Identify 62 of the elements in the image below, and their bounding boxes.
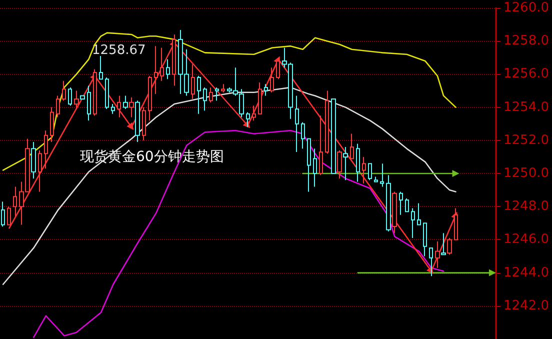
y-tick-label: 1242.0 bbox=[504, 298, 550, 314]
y-tick-label: 1248.0 bbox=[504, 199, 550, 214]
candlestick bbox=[411, 208, 415, 239]
candlestick bbox=[368, 163, 372, 181]
candlestick bbox=[301, 122, 305, 150]
candlestick bbox=[93, 68, 97, 116]
line-series bbox=[2, 86, 456, 286]
candlestick bbox=[197, 75, 201, 114]
candlestick bbox=[117, 95, 121, 118]
candlestick bbox=[191, 64, 195, 100]
candlestick bbox=[44, 130, 48, 170]
candlestick bbox=[105, 77, 109, 110]
candlestick bbox=[142, 106, 146, 141]
y-tick-label: 1254.0 bbox=[504, 100, 550, 115]
candlestick bbox=[399, 191, 403, 216]
candlestick bbox=[99, 55, 103, 80]
candlestick bbox=[209, 86, 213, 103]
candlestick bbox=[38, 150, 42, 192]
candlestick bbox=[215, 86, 219, 102]
y-tick-label: 1250.0 bbox=[504, 166, 550, 181]
candlestick bbox=[68, 86, 72, 106]
candlestick bbox=[111, 103, 115, 114]
point bbox=[126, 122, 134, 130]
candlestick bbox=[148, 75, 152, 122]
y-tick-label: 1256.0 bbox=[504, 66, 550, 82]
y-tick-label: 1252.0 bbox=[504, 132, 550, 148]
candlestick bbox=[264, 84, 268, 96]
candlestick bbox=[246, 112, 250, 128]
candlestick bbox=[325, 90, 329, 154]
candlestick bbox=[423, 222, 427, 257]
line-series bbox=[2, 32, 456, 171]
candlestick bbox=[417, 202, 421, 226]
candlestick bbox=[203, 86, 207, 112]
candlestick bbox=[270, 67, 274, 93]
candlestick bbox=[1, 201, 5, 227]
y-tick-label: 1246.0 bbox=[504, 232, 550, 248]
candlestick bbox=[87, 85, 91, 122]
candlestick bbox=[50, 106, 54, 143]
candlestick bbox=[166, 58, 170, 80]
candlestick bbox=[319, 115, 323, 176]
candlestick bbox=[154, 46, 158, 95]
candlestick bbox=[221, 84, 225, 93]
candlestick bbox=[295, 95, 299, 152]
candlestick bbox=[56, 95, 60, 118]
candlestick bbox=[313, 148, 317, 188]
candlestick bbox=[258, 82, 262, 114]
line-series bbox=[32, 130, 444, 338]
candlestick bbox=[13, 186, 17, 218]
candlestick bbox=[307, 138, 311, 192]
candlestick bbox=[62, 80, 66, 102]
candlestick bbox=[380, 163, 384, 188]
candlestick bbox=[350, 133, 354, 160]
candlestick bbox=[160, 47, 164, 82]
candlestick bbox=[252, 105, 256, 122]
candlestick bbox=[362, 156, 366, 184]
candlestick bbox=[356, 143, 360, 182]
y-tick-label: 1260.0 bbox=[504, 0, 550, 16]
annotation: 1258.67 bbox=[92, 43, 146, 58]
y-tick-label: 1258.0 bbox=[504, 34, 550, 49]
candlestick bbox=[374, 176, 378, 182]
y-tick-label: 1244.0 bbox=[504, 265, 550, 280]
candlestick bbox=[405, 198, 409, 212]
